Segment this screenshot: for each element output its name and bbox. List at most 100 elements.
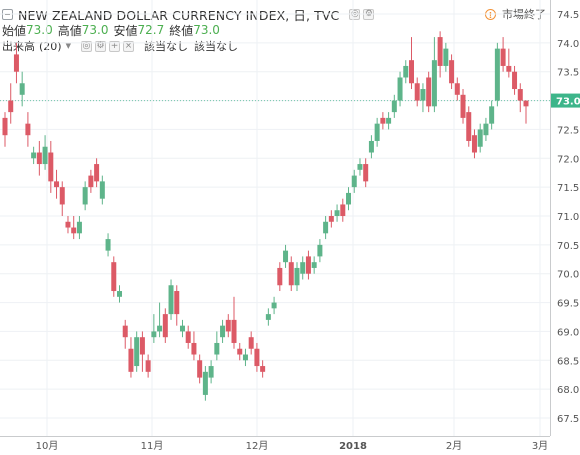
candle[interactable] [145, 354, 151, 378]
volume-add-icon[interactable]: + [108, 40, 120, 52]
candle[interactable] [71, 216, 77, 240]
candle[interactable] [179, 319, 185, 338]
candle[interactable] [122, 319, 128, 349]
candle[interactable] [277, 262, 283, 292]
candle[interactable] [242, 348, 248, 367]
candle[interactable] [328, 210, 334, 228]
candle[interactable] [48, 140, 54, 193]
candle[interactable] [225, 314, 231, 338]
candle[interactable] [283, 244, 289, 268]
candle[interactable] [305, 250, 311, 280]
candle[interactable] [466, 106, 472, 147]
candle[interactable] [363, 158, 369, 188]
open-label: 始値 [2, 23, 27, 38]
candle[interactable] [500, 37, 506, 72]
candle[interactable] [323, 216, 329, 240]
candle[interactable] [420, 83, 426, 113]
candle[interactable] [414, 77, 420, 107]
candle[interactable] [288, 256, 294, 292]
candle[interactable] [317, 239, 323, 263]
candle[interactable] [397, 71, 403, 107]
candle[interactable] [94, 158, 100, 188]
candle[interactable] [340, 198, 346, 222]
volume-visibility-icon[interactable]: ◎ [80, 40, 92, 52]
candle[interactable] [231, 296, 237, 349]
candle[interactable] [8, 83, 14, 124]
candle[interactable] [214, 331, 220, 361]
candle[interactable] [294, 262, 300, 292]
candle[interactable] [380, 112, 386, 130]
candle[interactable] [59, 181, 65, 216]
candle[interactable] [477, 123, 483, 153]
candle[interactable] [65, 216, 71, 234]
candle[interactable] [512, 65, 518, 95]
candle[interactable] [82, 181, 88, 211]
candle[interactable] [54, 169, 60, 199]
candle[interactable] [517, 83, 523, 113]
candle[interactable] [139, 331, 145, 372]
candle[interactable] [19, 71, 25, 107]
candle[interactable] [99, 175, 105, 205]
volume-close-icon[interactable]: × [122, 40, 134, 52]
candle[interactable] [489, 100, 495, 130]
candle[interactable] [2, 112, 8, 147]
candle[interactable] [386, 112, 392, 130]
candle[interactable] [443, 42, 449, 72]
volume-settings-icon[interactable]: ⚙ [94, 40, 106, 52]
candle[interactable] [36, 140, 42, 176]
candle[interactable] [162, 308, 168, 343]
candle[interactable] [506, 48, 512, 78]
candle[interactable] [197, 354, 203, 384]
candle[interactable] [157, 302, 163, 338]
candle[interactable] [368, 135, 374, 159]
candle[interactable] [260, 360, 266, 378]
candle[interactable] [391, 94, 397, 118]
candle[interactable] [311, 256, 317, 274]
candle[interactable] [523, 100, 529, 124]
candle[interactable] [88, 169, 94, 193]
candle[interactable] [426, 71, 432, 113]
candle[interactable] [346, 187, 352, 211]
candle[interactable] [351, 169, 357, 193]
candle[interactable] [471, 129, 477, 159]
candle[interactable] [25, 112, 31, 147]
candle[interactable] [191, 331, 197, 361]
candle[interactable] [357, 158, 363, 176]
candle[interactable] [185, 325, 191, 349]
candle[interactable] [265, 308, 271, 326]
candle[interactable] [174, 285, 180, 326]
candle[interactable] [202, 366, 208, 401]
candle[interactable] [494, 42, 500, 107]
candle[interactable] [117, 285, 123, 303]
candle[interactable] [151, 314, 157, 343]
candle[interactable] [208, 360, 214, 384]
candle[interactable] [460, 89, 466, 124]
candle[interactable] [248, 331, 254, 355]
candle[interactable] [105, 233, 111, 257]
candle[interactable] [300, 256, 306, 280]
candle-body [403, 65, 409, 78]
candle[interactable] [237, 342, 243, 361]
candle[interactable] [271, 296, 277, 315]
volume-dropdown-icon[interactable]: ▼ [65, 42, 71, 50]
candle[interactable] [374, 117, 380, 147]
candle[interactable] [13, 42, 19, 84]
candle[interactable] [111, 256, 117, 297]
candle[interactable] [408, 37, 414, 90]
candle[interactable] [483, 117, 489, 141]
candle[interactable] [220, 319, 226, 343]
candle[interactable] [437, 31, 443, 78]
candle[interactable] [134, 331, 140, 372]
candle[interactable] [42, 135, 48, 170]
candle[interactable] [403, 60, 409, 84]
candle[interactable] [168, 279, 174, 320]
candle[interactable] [334, 204, 340, 222]
candle[interactable] [128, 337, 134, 378]
candle[interactable] [431, 37, 437, 113]
candle[interactable] [449, 54, 455, 90]
candle[interactable] [76, 216, 82, 240]
candle[interactable] [31, 146, 37, 165]
candle[interactable] [454, 77, 460, 101]
candle[interactable] [254, 342, 260, 372]
